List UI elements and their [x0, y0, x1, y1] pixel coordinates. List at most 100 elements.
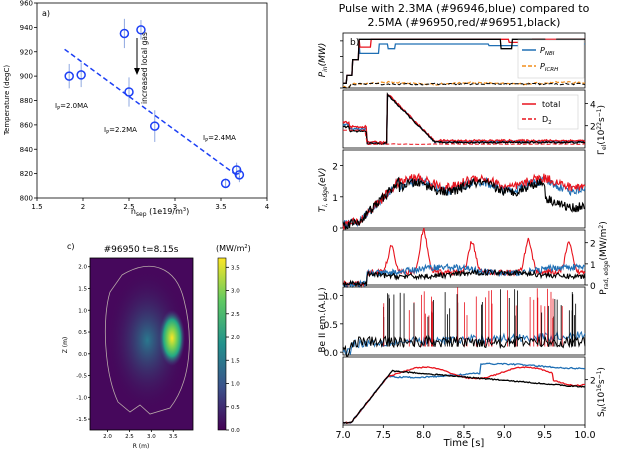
be-spikes — [383, 287, 577, 347]
ylabel-ti: Ti, edge(eV) — [318, 168, 329, 213]
heatmap-xlabel: R (m) — [133, 443, 150, 450]
panel-a-label: a) — [42, 9, 50, 18]
panel-c-title: #96950 t=8.15s — [104, 245, 179, 255]
y-tick-label: 0 — [332, 225, 338, 235]
data-point — [150, 121, 160, 131]
time-tick-label: 7.0 — [335, 430, 350, 441]
heatmap-y-tick-label: 1.5 — [78, 286, 87, 292]
colorbar-tick-label: 3.5 — [231, 265, 240, 271]
ylabel-pin: Pin(MW) — [318, 43, 329, 78]
panel-c-heatmap: c) #96950 t=8.15s (MW/m2) 2.0 2.5 3.0 3.5 2.… — [62, 242, 251, 450]
prad-series-red — [342, 227, 586, 289]
time-xlabel: Time [s] — [443, 438, 485, 449]
heatmap-x-tick-label: 3.5 — [169, 434, 178, 440]
panel-a-xlabel: nsep (1e19/m3) — [131, 207, 189, 218]
annotation-ip-2-2: IP=2.2MA — [104, 126, 137, 136]
data-point — [124, 87, 134, 97]
colorbar-tick-label: 1.5 — [231, 358, 240, 364]
x-tick-label: 3 — [173, 203, 177, 211]
colorbar-tick-label: 0.5 — [231, 405, 240, 411]
colorbar-unit: (MW/m2) — [216, 244, 251, 253]
y-tick-label: 900 — [20, 73, 33, 81]
subplot-frame — [342, 229, 586, 286]
subplot-gamma: 24 — [342, 89, 596, 149]
heatmap-y-tick-label: 0.5 — [78, 330, 87, 336]
heatmap-x-tick-label: 2.0 — [103, 434, 112, 440]
data-point — [220, 178, 231, 189]
y-tick-label: 880 — [20, 97, 33, 105]
panel-a-ylabel: Temperature (degC) — [3, 65, 11, 136]
y-tick-label: 800 — [20, 195, 33, 203]
subplot-frame — [342, 32, 586, 89]
x-tick-label: 1.5 — [31, 203, 42, 211]
heatmap-y-tick-label: 1.0 — [78, 308, 87, 314]
y-tick-label-right: 2 — [590, 123, 596, 133]
data-point — [76, 70, 86, 80]
subplot-prad: 0 1 2 — [342, 227, 596, 292]
time-tick-label: 9.0 — [497, 430, 512, 441]
heatmap-x-tick-label: 3.0 — [147, 434, 156, 440]
colorbar — [217, 257, 227, 431]
ylabel-gamma: Γel(1022s−1) — [596, 105, 608, 155]
y-tick-label: 1.0 — [324, 293, 339, 303]
y-tick-label: 860 — [20, 121, 33, 129]
prad-series-black — [342, 268, 586, 288]
y-tick-label: 840 — [20, 146, 33, 154]
legend-gamma: total D2 — [517, 94, 579, 130]
gamma-series-black — [342, 91, 586, 146]
heatmap-y-tick-label: -1.0 — [76, 395, 87, 401]
legend-d2: D2 — [542, 115, 552, 126]
data-point — [64, 71, 74, 81]
figure-title-line1: Pulse with 2.3MA (#96946,blue) compared … — [339, 2, 590, 15]
heatmap-y-tick-label: 0.0 — [78, 352, 87, 358]
heatmap-y-tick-label: -0.5 — [76, 374, 87, 380]
x-tick-label: 2 — [81, 203, 85, 211]
y-tick-label: 0.5 — [324, 321, 338, 331]
heatmap-x-tick-label: 2.5 — [125, 434, 134, 440]
data-point — [119, 28, 130, 39]
annotation-gas: increased local gas — [140, 32, 149, 104]
y-tick-label: 0.0 — [324, 349, 339, 359]
gamma-d2-series — [342, 129, 586, 145]
y-tick-label-right: 4 — [590, 100, 596, 110]
time-tick-label: 8.0 — [416, 430, 431, 441]
colorbar-tick-label: 2.5 — [231, 312, 240, 318]
subplot-frame — [342, 89, 586, 149]
ylabel-be: Be II em.(A.U.) — [318, 287, 328, 352]
sn-series-black — [342, 369, 586, 424]
heatmap-y-tick-label: -1.5 — [76, 417, 87, 423]
x-tick-label: 3.5 — [215, 203, 226, 211]
subplot-pin — [340, 32, 586, 89]
time-tick-label: 8.5 — [456, 430, 471, 441]
ylabel-sn: SN(1016s−1) — [596, 367, 608, 417]
picrh-series-black — [342, 82, 586, 89]
y-tick-label-right: 2 — [590, 377, 596, 387]
y-tick-label: 2 — [332, 163, 338, 173]
prad-series-blue — [342, 263, 586, 289]
ylabel-prad: Prad, edge(MW/m2) — [598, 221, 610, 295]
data-point — [136, 25, 146, 35]
figure-title-line2: 2.5MA (#96950,red/#96951,black) — [368, 16, 561, 29]
pin-series-black — [343, 38, 585, 84]
time-tick-label: 9.5 — [537, 430, 552, 441]
subplot-frame — [342, 286, 586, 356]
vessel-outline — [104, 266, 190, 415]
colorbar-tick-label: 1.0 — [231, 382, 240, 388]
legend-picrh: PICRH — [540, 62, 558, 73]
annotation-ip-2-4: IP=2.4MA — [203, 134, 236, 144]
hotspot — [159, 310, 185, 366]
y-tick-label: 920 — [20, 48, 33, 56]
y-tick-label-right: 2 — [590, 240, 596, 250]
annotation-ip-2-0: IP=2.0MA — [55, 102, 88, 112]
colorbar-tick-label: 2.0 — [231, 335, 240, 341]
legend-pnbi: PNBI — [540, 46, 555, 57]
x-tick-label: 2.5 — [123, 203, 134, 211]
gas-arrow-head — [134, 68, 140, 75]
gamma-series-red — [342, 93, 586, 144]
subplot-be: 0.0 0.5 1.0 — [324, 286, 586, 359]
heatmap-frame — [89, 257, 194, 431]
fit-line — [64, 48, 240, 178]
colorbar-tick-label: 3.0 — [231, 289, 240, 295]
heatmap-y-tick-label: 2.0 — [78, 265, 87, 271]
